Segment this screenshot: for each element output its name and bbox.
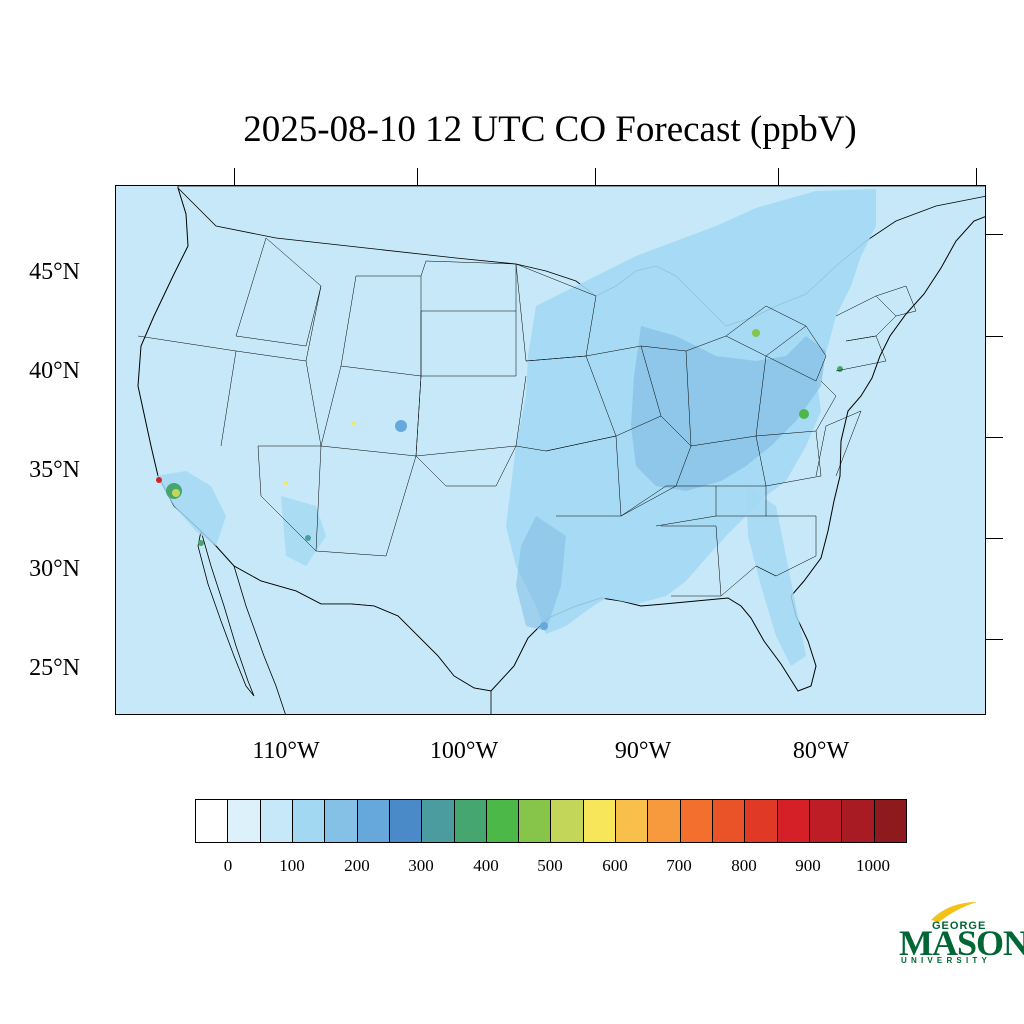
colorbar-swatch xyxy=(745,800,778,842)
map-panel[interactable] xyxy=(115,185,986,715)
colorbar-label: 300 xyxy=(408,856,434,875)
mexico-landmass xyxy=(233,565,492,714)
colorbar-swatch xyxy=(616,800,649,842)
colorbar-swatch xyxy=(325,800,358,842)
colorbar-label: 100 xyxy=(279,856,305,875)
right-tick xyxy=(986,639,1003,640)
colorbar-label: 0 xyxy=(223,856,233,875)
lat-label: 35°N xyxy=(29,457,80,483)
colorbar-swatch xyxy=(519,800,552,842)
top-tick xyxy=(976,168,977,185)
colorbar-label: 500 xyxy=(537,856,563,875)
lat-label: 30°N xyxy=(29,556,80,582)
gmu-logo: GEORGE MASON UNIVERSITY xyxy=(899,900,1024,970)
colorbar-label: 900 xyxy=(795,856,821,875)
colorbar-swatch xyxy=(809,800,843,842)
top-tick xyxy=(595,168,596,185)
co-hotspot xyxy=(837,366,843,372)
colorbar-label: 1000 xyxy=(856,856,890,875)
colorbar-swatch xyxy=(292,800,326,842)
colorbar xyxy=(195,799,907,843)
co-hotspot xyxy=(198,540,204,546)
colorbar-swatch xyxy=(454,800,487,842)
colorbar-swatch xyxy=(228,800,261,842)
state-boundaries xyxy=(137,237,917,597)
co-elevated-region xyxy=(631,326,826,491)
colorbar-swatch xyxy=(777,800,810,842)
lat-label: 40°N xyxy=(29,358,80,384)
co-hotspot xyxy=(752,329,760,337)
colorbar-label: 400 xyxy=(473,856,499,875)
colorbar-swatch xyxy=(583,800,617,842)
co-hotspot xyxy=(172,489,180,497)
right-tick xyxy=(986,437,1003,438)
right-tick xyxy=(986,336,1003,337)
co-hotspot xyxy=(284,481,288,485)
co-hotspot xyxy=(352,421,356,425)
co-hotspot xyxy=(395,420,407,432)
colorbar-swatch xyxy=(486,800,520,842)
co-hotspot xyxy=(156,477,162,483)
colorbar-swatch xyxy=(422,800,455,842)
us-co-map xyxy=(137,186,985,714)
lon-label: 90°W xyxy=(614,738,672,764)
colorbar-swatch xyxy=(389,800,423,842)
colorbar-swatch xyxy=(874,800,906,842)
top-tick xyxy=(417,168,418,185)
lat-label: 25°N xyxy=(29,655,80,681)
right-tick xyxy=(986,234,1003,235)
colorbar-label: 700 xyxy=(666,856,692,875)
colorbar-swatch xyxy=(842,800,875,842)
co-hotspot xyxy=(540,622,548,630)
lon-label: 100°W xyxy=(429,738,499,764)
co-elevated-region xyxy=(281,496,326,566)
colorbar-swatch xyxy=(713,800,746,842)
colorbar-label: 800 xyxy=(731,856,757,875)
co-hotspot xyxy=(799,409,809,419)
baja-peninsula xyxy=(197,530,255,697)
colorbar-swatch xyxy=(260,800,293,842)
colorbar-swatch xyxy=(357,800,390,842)
right-tick xyxy=(986,538,1003,539)
top-tick xyxy=(778,168,779,185)
map-title: 2025-08-10 12 UTC CO Forecast (ppbV) xyxy=(243,109,857,150)
colorbar-swatch xyxy=(648,800,681,842)
lon-label: 110°W xyxy=(252,738,320,764)
colorbar-label: 200 xyxy=(344,856,370,875)
co-elevated-region xyxy=(516,516,566,631)
colorbar-swatch xyxy=(680,800,713,842)
lon-label: 80°W xyxy=(792,738,850,764)
co-hotspot xyxy=(305,535,311,541)
lat-label: 45°N xyxy=(29,259,80,285)
logo-swoosh-icon xyxy=(931,902,977,922)
colorbar-label: 600 xyxy=(602,856,628,875)
colorbar-swatch xyxy=(551,800,584,842)
top-tick xyxy=(234,168,235,185)
colorbar-swatch xyxy=(196,800,229,842)
